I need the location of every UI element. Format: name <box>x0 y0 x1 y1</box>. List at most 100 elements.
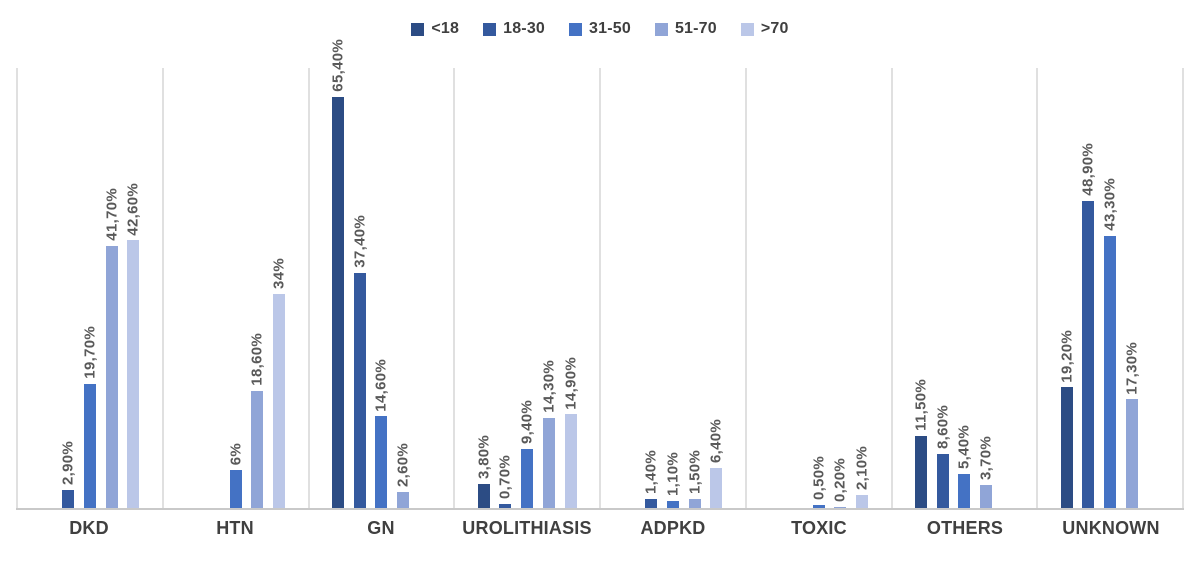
data-label: 2,10% <box>853 445 871 490</box>
legend-item: 31-50 <box>569 20 631 38</box>
category-cell: 1,40% 1,10% 1,50% 6,40% <box>601 68 747 508</box>
category-cell: 3,80% 0,70% 9,40% 14,30% 14,90% <box>455 68 601 508</box>
data-label: 42,60% <box>124 182 142 236</box>
legend-item: 18-30 <box>483 20 545 38</box>
category-cell: 0,50% 0,20% 2,10% <box>747 68 893 508</box>
bar-slot <box>618 68 640 508</box>
bar-group: 0,50% 0,20% 2,10% <box>747 68 891 508</box>
bar-slot <box>764 68 786 508</box>
category-label: UROLITHIASIS <box>462 518 592 538</box>
bar-slot: 37,40% <box>349 68 371 508</box>
data-label: 43,30% <box>1101 178 1119 231</box>
bar-slot: 8,60% <box>932 68 954 508</box>
bar-slot <box>181 68 203 508</box>
data-label: 6% <box>227 443 245 466</box>
legend-label: <18 <box>431 20 460 37</box>
category-cell: 6% 18,60% 34% <box>164 68 310 508</box>
bar-slot: 6% <box>225 68 247 508</box>
bar <box>688 498 701 508</box>
bar-slot: 0,20% <box>830 68 852 508</box>
data-label: 18,60% <box>248 333 266 387</box>
bar <box>105 245 118 508</box>
bar-slot <box>414 68 436 508</box>
bar-group: 65,40% 37,40% 14,60% 2,60% <box>310 39 454 508</box>
data-label: 2,90% <box>59 440 77 485</box>
bar-slot: 2,90% <box>57 68 79 508</box>
bar-slot: 1,10% <box>662 68 684 508</box>
bar-slot: 6,40% <box>706 68 728 508</box>
bar <box>521 448 534 508</box>
bar <box>812 504 825 508</box>
category-label: GN <box>367 518 395 538</box>
bar <box>564 414 577 508</box>
data-label: 14,30% <box>540 360 558 414</box>
legend-item: <18 <box>411 20 459 38</box>
bar <box>127 240 140 508</box>
bar <box>229 470 242 508</box>
bar <box>273 294 286 508</box>
bar-group: 19,20% 48,90% 43,30% 17,30% <box>1038 68 1182 508</box>
data-label: 37,40% <box>351 215 369 268</box>
data-label: 3,70% <box>977 435 995 480</box>
bar-slot: 2,10% <box>851 68 873 508</box>
category-cell: 11,50% 8,60% 5,40% 3,70% <box>893 68 1039 508</box>
data-label: 65,40% <box>329 39 347 92</box>
bar-slot: 14,30% <box>538 68 560 508</box>
bar <box>666 501 679 508</box>
bar <box>980 484 993 508</box>
bar-slot: 5,40% <box>953 68 975 508</box>
data-label: 41,70% <box>103 188 121 241</box>
legend-item: >70 <box>740 20 789 38</box>
data-label: 0,20% <box>831 457 849 502</box>
bar-slot: 3,80% <box>473 68 495 508</box>
bar <box>936 453 949 508</box>
bar-slot <box>786 68 808 508</box>
category-label: ADPKD <box>640 518 706 538</box>
bar <box>856 494 869 508</box>
bar-group: 11,50% 8,60% 5,40% 3,70% <box>893 68 1037 508</box>
bar <box>645 499 658 508</box>
x-axis-line <box>16 508 1184 510</box>
data-label: 0,70% <box>496 454 514 499</box>
legend-item: 51-70 <box>654 20 717 38</box>
data-label: 48,90% <box>1079 142 1097 196</box>
bar <box>542 418 555 508</box>
category-label: DKD <box>69 518 109 538</box>
bar-slot <box>1143 68 1165 508</box>
bar-slot: 43,30% <box>1099 68 1121 508</box>
bar <box>331 96 344 508</box>
legend: <18 18-30 31-50 51-70 >70 <box>0 20 1200 38</box>
bar-slot: 9,40% <box>516 68 538 508</box>
data-label: 1,10% <box>664 452 682 497</box>
bar <box>83 384 96 508</box>
bar-group: 3,80% 0,70% 9,40% 14,30% 14,90% <box>455 68 599 508</box>
data-label: 0,50% <box>810 455 828 500</box>
bar <box>397 491 410 508</box>
category-label: OTHERS <box>926 518 1004 538</box>
legend-label: 31-50 <box>589 20 631 37</box>
bar-group: 2,90% 19,70% 41,70% 42,60% <box>18 68 162 508</box>
legend-swatch <box>411 22 425 36</box>
bar-slot: 17,30% <box>1121 68 1143 508</box>
bar <box>251 391 264 508</box>
data-label: 11,50% <box>912 378 930 431</box>
legend-swatch <box>740 22 754 36</box>
bar <box>834 506 847 508</box>
bar-slot <box>997 68 1019 508</box>
bar <box>62 489 75 508</box>
legend-swatch <box>654 22 668 36</box>
bar-slot: 14,90% <box>560 68 582 508</box>
x-axis-labels: DKD HTN GN UROLITHIASIS ADPKD TOXIC OTHERS UNKN… <box>16 514 1184 539</box>
bar <box>499 503 512 508</box>
category-label: HTN <box>216 518 254 538</box>
bar-slot: 1,50% <box>684 68 706 508</box>
category-cell: 2,90% 19,70% 41,70% 42,60% <box>18 68 164 508</box>
bar <box>353 272 366 508</box>
legend-label: >70 <box>760 20 789 37</box>
bar-slot: 65,40% <box>327 39 349 508</box>
data-label: 34% <box>270 258 288 290</box>
data-label: 19,70% <box>81 326 99 380</box>
data-label: 14,60% <box>372 358 390 412</box>
bar <box>477 484 490 508</box>
